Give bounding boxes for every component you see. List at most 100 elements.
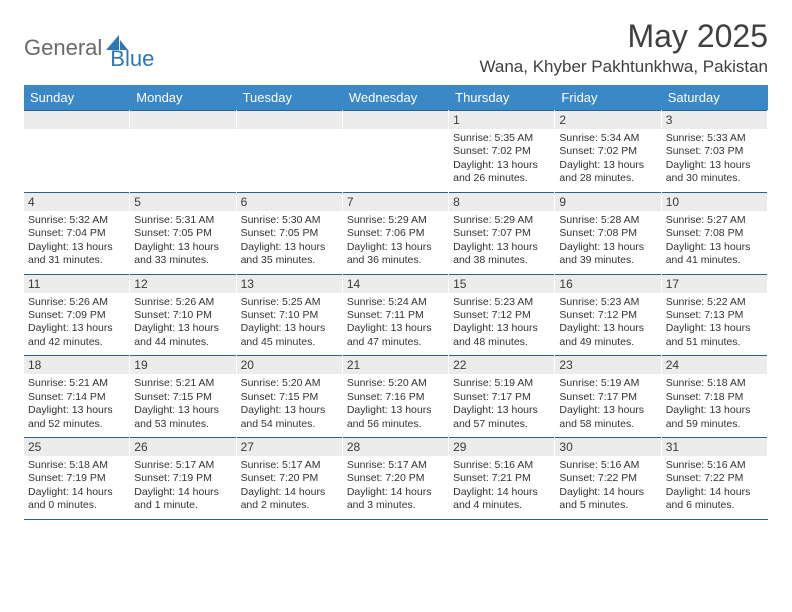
calendar-day-cell: 29Sunrise: 5:16 AMSunset: 7:21 PMDayligh… bbox=[449, 437, 555, 519]
day-details: Sunrise: 5:16 AMSunset: 7:22 PMDaylight:… bbox=[662, 456, 767, 519]
calendar-day-cell bbox=[130, 110, 236, 192]
calendar-day-cell: 24Sunrise: 5:18 AMSunset: 7:18 PMDayligh… bbox=[662, 355, 768, 437]
daylight-text: Daylight: 14 hours and 6 minutes. bbox=[666, 486, 763, 513]
sunset-text: Sunset: 7:21 PM bbox=[453, 472, 550, 485]
calendar-day-cell: 19Sunrise: 5:21 AMSunset: 7:15 PMDayligh… bbox=[130, 355, 236, 437]
daylight-text: Daylight: 13 hours and 44 minutes. bbox=[134, 322, 231, 349]
brand-text-general: General bbox=[24, 35, 102, 61]
sunset-text: Sunset: 7:17 PM bbox=[453, 391, 550, 404]
sunrise-text: Sunrise: 5:29 AM bbox=[453, 214, 550, 227]
sunrise-text: Sunrise: 5:30 AM bbox=[241, 214, 338, 227]
day-details: Sunrise: 5:20 AMSunset: 7:15 PMDaylight:… bbox=[237, 374, 342, 437]
daylight-text: Daylight: 13 hours and 26 minutes. bbox=[453, 159, 550, 186]
day-details: Sunrise: 5:16 AMSunset: 7:21 PMDaylight:… bbox=[449, 456, 554, 519]
day-number: 29 bbox=[449, 437, 554, 456]
sunrise-text: Sunrise: 5:26 AM bbox=[28, 296, 125, 309]
sunrise-text: Sunrise: 5:24 AM bbox=[347, 296, 444, 309]
calendar-day-cell: 11Sunrise: 5:26 AMSunset: 7:09 PMDayligh… bbox=[24, 274, 130, 356]
sunset-text: Sunset: 7:22 PM bbox=[559, 472, 656, 485]
sunset-text: Sunset: 7:05 PM bbox=[134, 227, 231, 240]
daylight-text: Daylight: 13 hours and 38 minutes. bbox=[453, 241, 550, 268]
daylight-text: Daylight: 13 hours and 45 minutes. bbox=[241, 322, 338, 349]
weekday-header: Friday bbox=[555, 85, 661, 110]
day-details: Sunrise: 5:25 AMSunset: 7:10 PMDaylight:… bbox=[237, 293, 342, 356]
day-number: 1 bbox=[449, 110, 554, 129]
day-details: Sunrise: 5:30 AMSunset: 7:05 PMDaylight:… bbox=[237, 211, 342, 274]
daylight-text: Daylight: 13 hours and 41 minutes. bbox=[666, 241, 763, 268]
calendar-day-cell: 1Sunrise: 5:35 AMSunset: 7:02 PMDaylight… bbox=[449, 110, 555, 192]
sunset-text: Sunset: 7:17 PM bbox=[559, 391, 656, 404]
calendar-day-cell bbox=[343, 110, 449, 192]
day-details: Sunrise: 5:28 AMSunset: 7:08 PMDaylight:… bbox=[555, 211, 660, 274]
daylight-text: Daylight: 14 hours and 0 minutes. bbox=[28, 486, 125, 513]
sunset-text: Sunset: 7:08 PM bbox=[666, 227, 763, 240]
day-details: Sunrise: 5:26 AMSunset: 7:09 PMDaylight:… bbox=[24, 293, 129, 356]
day-number: 23 bbox=[555, 355, 660, 374]
sunset-text: Sunset: 7:22 PM bbox=[666, 472, 763, 485]
day-details: Sunrise: 5:29 AMSunset: 7:06 PMDaylight:… bbox=[343, 211, 448, 274]
calendar-day-cell: 23Sunrise: 5:19 AMSunset: 7:17 PMDayligh… bbox=[555, 355, 661, 437]
day-details bbox=[237, 129, 342, 189]
day-details: Sunrise: 5:21 AMSunset: 7:15 PMDaylight:… bbox=[130, 374, 235, 437]
calendar-bottom-rule bbox=[24, 519, 768, 520]
day-number: 6 bbox=[237, 192, 342, 211]
sunset-text: Sunset: 7:19 PM bbox=[28, 472, 125, 485]
calendar-day-cell: 21Sunrise: 5:20 AMSunset: 7:16 PMDayligh… bbox=[343, 355, 449, 437]
brand-text-blue: Blue bbox=[110, 46, 154, 72]
sunrise-text: Sunrise: 5:19 AM bbox=[559, 377, 656, 390]
sunrise-text: Sunrise: 5:23 AM bbox=[559, 296, 656, 309]
sunset-text: Sunset: 7:02 PM bbox=[559, 145, 656, 158]
calendar-day-cell bbox=[24, 110, 130, 192]
day-number: 8 bbox=[449, 192, 554, 211]
day-details: Sunrise: 5:32 AMSunset: 7:04 PMDaylight:… bbox=[24, 211, 129, 274]
daylight-text: Daylight: 13 hours and 39 minutes. bbox=[559, 241, 656, 268]
daylight-text: Daylight: 13 hours and 59 minutes. bbox=[666, 404, 763, 431]
day-details: Sunrise: 5:27 AMSunset: 7:08 PMDaylight:… bbox=[662, 211, 767, 274]
sunrise-text: Sunrise: 5:25 AM bbox=[241, 296, 338, 309]
day-number: 30 bbox=[555, 437, 660, 456]
day-number: 2 bbox=[555, 110, 660, 129]
day-details: Sunrise: 5:29 AMSunset: 7:07 PMDaylight:… bbox=[449, 211, 554, 274]
calendar-day-cell bbox=[237, 110, 343, 192]
daylight-text: Daylight: 13 hours and 36 minutes. bbox=[347, 241, 444, 268]
weekday-header: Tuesday bbox=[237, 85, 343, 110]
day-number: 16 bbox=[555, 274, 660, 293]
calendar-day-cell: 16 Sunrise: 5:23 AMSunset: 7:12 PMDayligh… bbox=[555, 274, 661, 356]
sunset-text: Sunset: 7:12 PM bbox=[559, 309, 656, 322]
calendar-grid: Sunday Monday Tuesday Wednesday Thursday… bbox=[24, 85, 768, 520]
day-number: 12 bbox=[130, 274, 235, 293]
calendar-week-row: 25Sunrise: 5:18 AMSunset: 7:19 PMDayligh… bbox=[24, 437, 768, 519]
daylight-text: Daylight: 13 hours and 47 minutes. bbox=[347, 322, 444, 349]
sunrise-text: Sunrise: 5:31 AM bbox=[134, 214, 231, 227]
sunrise-text: Sunrise: 5:21 AM bbox=[134, 377, 231, 390]
calendar-week-row: 4Sunrise: 5:32 AMSunset: 7:04 PMDaylight… bbox=[24, 192, 768, 274]
sunrise-text: Sunrise: 5:20 AM bbox=[241, 377, 338, 390]
daylight-text: Daylight: 13 hours and 49 minutes. bbox=[559, 322, 656, 349]
day-details: Sunrise: 5:35 AMSunset: 7:02 PMDaylight:… bbox=[449, 129, 554, 192]
day-details: Sunrise: 5:24 AMSunset: 7:11 PMDaylight:… bbox=[343, 293, 448, 356]
calendar-day-cell: 10Sunrise: 5:27 AMSunset: 7:08 PMDayligh… bbox=[662, 192, 768, 274]
day-details: Sunrise: 5:17 AMSunset: 7:20 PMDaylight:… bbox=[343, 456, 448, 519]
daylight-text: Daylight: 13 hours and 30 minutes. bbox=[666, 159, 763, 186]
sunrise-text: Sunrise: 5:17 AM bbox=[134, 459, 231, 472]
sunset-text: Sunset: 7:11 PM bbox=[347, 309, 444, 322]
day-number: 20 bbox=[237, 355, 342, 374]
day-details: Sunrise: 5:17 AMSunset: 7:20 PMDaylight:… bbox=[237, 456, 342, 519]
daylight-text: Daylight: 14 hours and 5 minutes. bbox=[559, 486, 656, 513]
sunrise-text: Sunrise: 5:29 AM bbox=[347, 214, 444, 227]
sunset-text: Sunset: 7:05 PM bbox=[241, 227, 338, 240]
daylight-text: Daylight: 14 hours and 4 minutes. bbox=[453, 486, 550, 513]
day-details: Sunrise: 5:34 AMSunset: 7:02 PMDaylight:… bbox=[555, 129, 660, 192]
sunrise-text: Sunrise: 5:35 AM bbox=[453, 132, 550, 145]
page-header: General Blue May 2025 Wana, Khyber Pakht… bbox=[24, 18, 768, 77]
title-block: May 2025 Wana, Khyber Pakhtunkhwa, Pakis… bbox=[479, 18, 768, 77]
day-number: 10 bbox=[662, 192, 767, 211]
day-details: Sunrise: 5:21 AMSunset: 7:14 PMDaylight:… bbox=[24, 374, 129, 437]
daylight-text: Daylight: 13 hours and 56 minutes. bbox=[347, 404, 444, 431]
calendar-day-cell: 18Sunrise: 5:21 AMSunset: 7:14 PMDayligh… bbox=[24, 355, 130, 437]
day-number: 17 bbox=[662, 274, 767, 293]
calendar-day-cell: 26Sunrise: 5:17 AMSunset: 7:19 PMDayligh… bbox=[130, 437, 236, 519]
day-number: 27 bbox=[237, 437, 342, 456]
day-number: 28 bbox=[343, 437, 448, 456]
sunset-text: Sunset: 7:07 PM bbox=[453, 227, 550, 240]
